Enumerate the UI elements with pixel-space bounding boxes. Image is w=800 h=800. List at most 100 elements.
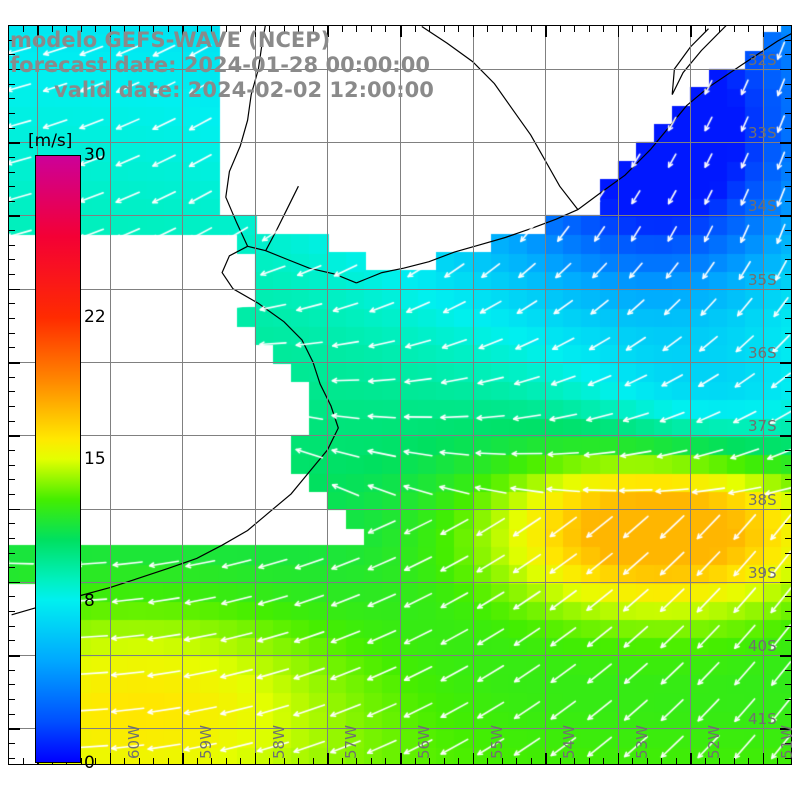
axis-tick [8,596,15,598]
axis-tick [719,758,721,765]
axis-tick [661,758,663,765]
map-plot-area[interactable]: 61W60W59W58W57W56W55W54W53W52W51W32S33S3… [8,25,792,765]
lat-label-39S: 39S [748,563,777,582]
axis-tick [785,376,792,378]
axis-tick [8,244,15,246]
axis-tick [785,127,792,129]
lat-label-38S: 38S [748,490,777,509]
axis-tick [458,758,460,765]
axis-tick-major [472,753,475,765]
axis-tick [8,758,9,765]
axis-tick [785,611,792,613]
axis-tick [385,25,387,32]
axis-tick [785,318,792,320]
axis-tick-major [780,581,792,584]
lat-label-41S: 41S [748,710,777,729]
axis-tick [559,758,561,765]
axis-tick-major [8,362,20,364]
axis-tick-major [8,288,20,291]
axis-tick-major [8,508,20,511]
axis-tick [501,25,503,32]
axis-tick-major [400,753,402,765]
axis-tick-major [780,508,792,511]
axis-tick [733,25,735,32]
axis-tick [211,25,213,32]
axis-tick-major [762,25,765,37]
axis-tick [785,684,792,686]
axis-tick [785,449,792,451]
axis-tick [8,699,15,701]
axis-tick [429,758,431,765]
axis-tick [785,552,792,554]
axis-tick [124,25,126,32]
axis-tick [785,83,792,85]
axis-tick [225,25,227,32]
axis-tick [785,244,792,246]
axis-tick [196,25,198,32]
gridline-lon [254,25,256,765]
axis-tick-major [690,25,692,37]
gridline-lon [182,25,184,765]
axis-tick [785,303,792,305]
gridline-lat [8,655,792,657]
axis-tick [733,758,735,765]
axis-tick [8,669,15,671]
axis-tick [785,112,792,114]
axis-tick [269,758,271,765]
axis-tick [8,186,15,188]
axis-tick [8,54,15,56]
axis-tick [8,743,15,745]
axis-tick [785,537,792,539]
colorbar-tick-8: 8 [84,590,95,611]
axis-tick [646,758,648,765]
axis-tick-major [780,728,792,730]
axis-tick [559,25,561,32]
axis-tick [167,758,169,765]
axis-tick [8,156,15,158]
axis-tick [785,39,792,41]
axis-tick-major [545,753,547,765]
gridline-lat [8,435,792,437]
gridline-lat [8,728,792,730]
axis-tick-major [400,25,402,37]
axis-tick [785,259,792,261]
axis-tick [603,758,605,765]
axis-tick [167,25,169,32]
axis-tick [574,758,576,765]
lat-label-40S: 40S [748,637,777,656]
axis-tick [356,758,358,765]
axis-tick [785,523,792,525]
axis-tick [8,684,15,686]
colorbar-tick-30: 30 [84,145,106,165]
axis-tick-major [780,362,792,364]
gridline-lon [617,25,619,765]
axis-tick [785,54,792,56]
colorbar-unit-label: [m/s] [28,131,73,151]
gridline-lat [8,68,792,70]
lat-label-33S: 33S [748,124,777,143]
colorbar-tick-15: 15 [84,449,106,469]
axis-tick [785,405,792,407]
axis-tick [8,171,15,173]
axis-tick [341,758,343,765]
axis-tick [8,405,15,407]
axis-tick [211,758,213,765]
axis-tick [8,464,15,466]
axis-tick-major [8,142,20,144]
axis-tick-major [780,435,792,437]
axis-tick [312,25,314,32]
axis-tick [8,537,15,539]
colorbar[interactable] [35,155,81,763]
axis-tick [785,98,792,100]
lon-label-57W: 57W [342,725,361,759]
axis-tick [8,332,15,334]
axis-tick-major [8,435,20,437]
axis-tick [95,25,97,32]
axis-tick [298,758,300,765]
axis-tick [8,259,15,261]
axis-tick [414,25,416,32]
axis-tick [785,274,792,276]
axis-tick [487,758,489,765]
axis-tick [8,625,15,627]
axis-tick [530,25,532,32]
